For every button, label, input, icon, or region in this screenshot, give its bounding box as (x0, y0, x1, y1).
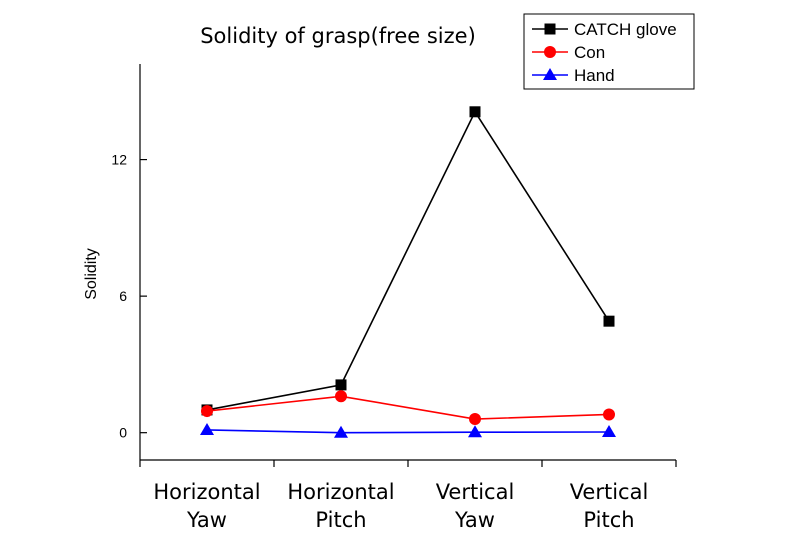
data-point-hand (200, 422, 214, 435)
data-point-hand (468, 425, 482, 438)
series-line-catch-glove (206, 110, 610, 411)
series-catch-glove (201, 106, 615, 416)
x-tick-label: Horizontal Pitch (287, 480, 394, 532)
legend-item-con: Con (532, 43, 605, 62)
data-point-catch-glove (603, 315, 615, 327)
x-tick-label: Vertical Yaw (436, 480, 515, 532)
series-layer (200, 106, 616, 438)
legend: CATCH glove Con Hand (523, 13, 695, 90)
data-point-con (335, 390, 347, 403)
data-point-catch-glove (335, 379, 347, 391)
series-line-hand (206, 429, 610, 434)
series-hand (200, 422, 616, 438)
y-tick-label: 12 (111, 152, 127, 168)
x-tick-label: Horizontal Yaw (153, 480, 260, 532)
legend-item-catch-glove: CATCH glove (532, 20, 677, 39)
data-point-con (469, 413, 481, 426)
legend-label: Con (574, 43, 605, 62)
legend-marker (544, 23, 556, 35)
legend-item-hand: Hand (532, 66, 615, 85)
y-axis-label: Solidity (83, 248, 100, 300)
data-point-catch-glove (469, 106, 481, 118)
axes: 0 6 12 Horizontal Yaw Horizontal Pitch Vertical… (111, 64, 677, 532)
legend-marker (544, 46, 556, 58)
series-con (201, 390, 615, 426)
series-line-con (206, 395, 610, 420)
chart-title: Solidity of grasp(free size) (200, 24, 476, 48)
y-tick-label: 6 (119, 288, 127, 304)
x-tick-label: Vertical Pitch (570, 480, 649, 532)
legend-label: CATCH glove (574, 20, 677, 39)
data-point-hand (334, 425, 348, 438)
data-point-hand (602, 425, 616, 438)
legend-label: Hand (574, 66, 615, 85)
data-point-con (603, 408, 615, 421)
legend-marker (543, 68, 557, 80)
data-point-con (201, 405, 213, 418)
y-tick-label: 0 (119, 425, 127, 441)
